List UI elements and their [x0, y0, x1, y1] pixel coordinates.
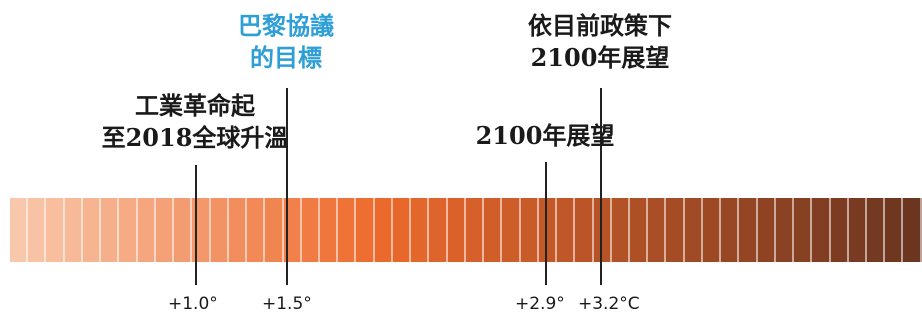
gradient-segment	[867, 198, 886, 262]
marker-line-policy2100	[600, 88, 602, 285]
tick-outlook2100: +2.9°	[515, 294, 565, 314]
gradient-segment	[903, 198, 922, 262]
gradient-segment	[265, 198, 284, 262]
gradient-segment	[702, 198, 722, 262]
gradient-segment	[484, 198, 503, 262]
gradient-segment	[119, 198, 138, 262]
gradient-segment	[520, 198, 539, 262]
gradient-segment	[739, 198, 758, 262]
gradient-segment	[557, 198, 576, 262]
gradient-segment	[830, 198, 849, 262]
gradient-segment	[155, 198, 175, 262]
gradient-segment	[666, 198, 685, 262]
gradient-segment	[137, 198, 156, 262]
gradient-segment	[10, 198, 29, 262]
gradient-segment	[538, 198, 558, 262]
gradient-segment	[28, 198, 47, 262]
gradient-segment	[247, 198, 266, 262]
label-outlook2100: 2100年展望	[420, 120, 670, 152]
label-policy2100: 依目前政策下 2100年展望	[480, 10, 720, 74]
label-paris-line-2: 的目標	[250, 43, 322, 72]
gradient-segment	[411, 198, 430, 262]
marker-line-paris	[286, 88, 288, 285]
marker-line-industrial	[195, 165, 197, 285]
gradient-segment	[338, 198, 357, 262]
label-paris: 巴黎協議 的目標	[186, 10, 386, 74]
gradient-segment	[46, 198, 65, 262]
gradient-segment	[64, 198, 83, 262]
gradient-segment	[392, 198, 412, 262]
gradient-segment	[885, 198, 904, 262]
label-industrial-line-2: 至2018全球升溫	[101, 123, 289, 152]
gradient-segment	[648, 198, 667, 262]
gradient-segment	[429, 198, 448, 262]
gradient-segment	[502, 198, 521, 262]
gradient-segment	[228, 198, 248, 262]
label-industrial: 工業革命起 至2018全球升溫	[40, 90, 350, 154]
label-policy2100-line-1: 依目前政策下	[528, 11, 672, 40]
gradient-segment	[775, 198, 795, 262]
gradient-segment	[848, 198, 868, 262]
label-industrial-line-1: 工業革命起	[135, 91, 255, 120]
gradient-segment	[210, 198, 229, 262]
gradient-segment	[812, 198, 831, 262]
gradient-segment	[447, 198, 466, 262]
gradient-segment	[684, 198, 703, 262]
marker-line-outlook2100	[545, 162, 547, 285]
temperature-gradient-bar	[10, 198, 922, 262]
gradient-segment	[629, 198, 649, 262]
gradient-segment	[575, 198, 594, 262]
label-policy2100-line-2: 2100年展望	[530, 43, 670, 72]
gradient-segment	[82, 198, 102, 262]
label-paris-line-1: 巴黎協議	[238, 11, 334, 40]
gradient-segment	[374, 198, 393, 262]
tick-paris: +1.5°	[262, 294, 312, 314]
gradient-segment	[794, 198, 813, 262]
gradient-segment	[757, 198, 776, 262]
gradient-segment	[283, 198, 302, 262]
gradient-segment	[174, 198, 193, 262]
gradient-segment	[721, 198, 740, 262]
gradient-segment	[465, 198, 485, 262]
gradient-segment	[319, 198, 339, 262]
gradient-segment	[593, 198, 612, 262]
gradient-segment	[611, 198, 630, 262]
label-outlook2100-line-1: 2100年展望	[475, 121, 615, 150]
gradient-segment	[356, 198, 375, 262]
gradient-segment	[101, 198, 120, 262]
tick-policy2100: +3.2°C	[578, 294, 640, 314]
tick-industrial: +1.0°	[168, 294, 218, 314]
gradient-segment	[301, 198, 320, 262]
